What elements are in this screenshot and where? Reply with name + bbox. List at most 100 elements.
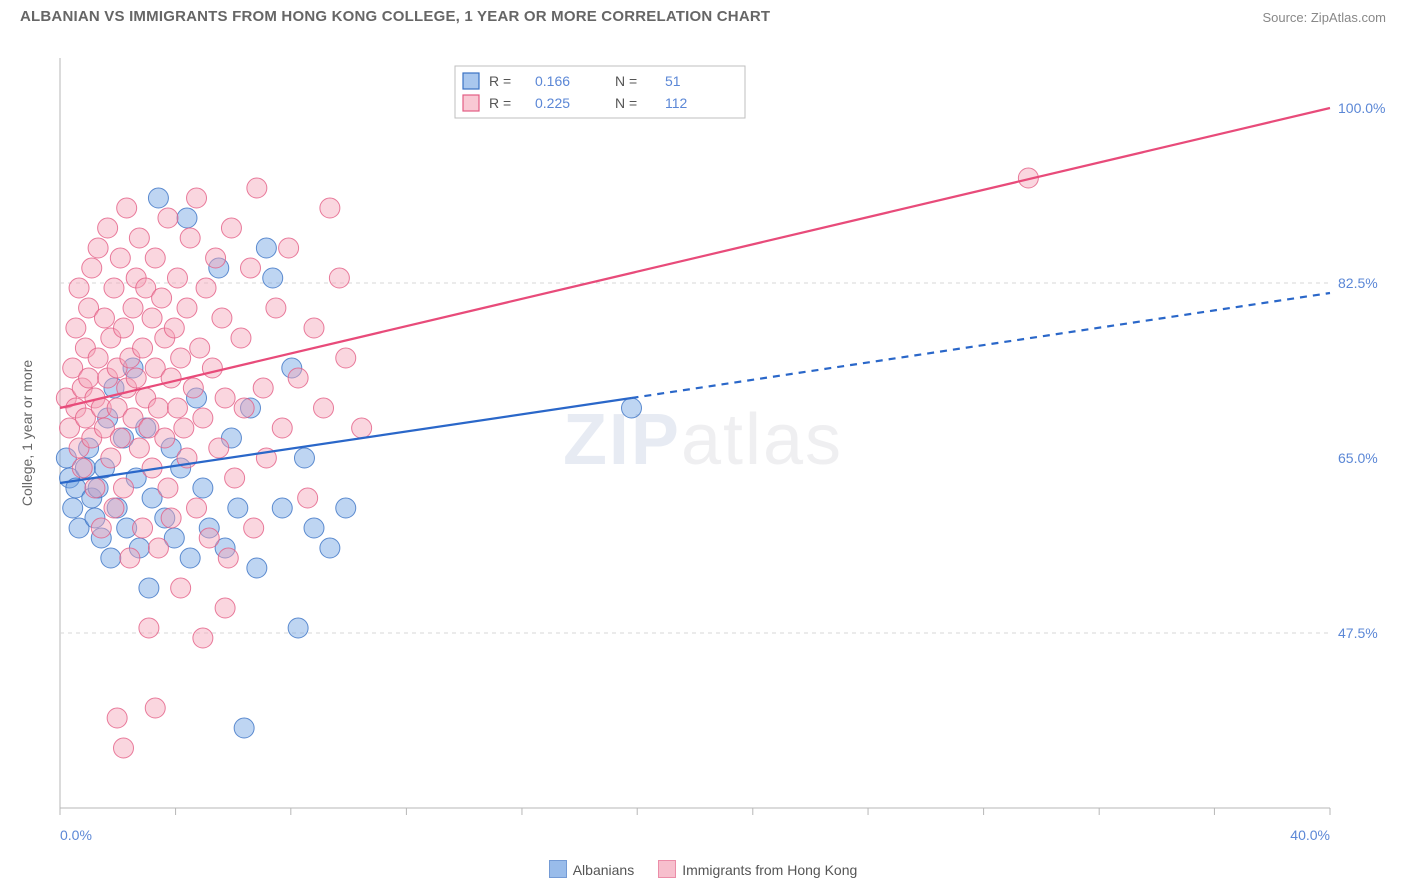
data-point <box>206 248 226 268</box>
legend-swatch <box>463 95 479 111</box>
data-point <box>294 448 314 468</box>
data-point <box>352 418 372 438</box>
data-point <box>221 218 241 238</box>
data-point <box>288 618 308 638</box>
data-point <box>107 708 127 728</box>
data-point <box>196 278 216 298</box>
x-tick-label: 0.0% <box>60 827 92 843</box>
data-point <box>139 578 159 598</box>
data-point <box>79 368 99 388</box>
data-point <box>279 238 299 258</box>
data-point <box>164 318 184 338</box>
data-point <box>148 188 168 208</box>
legend-r-label: R = <box>489 95 511 111</box>
data-point <box>336 498 356 518</box>
data-point <box>187 498 207 518</box>
y-tick-label: 47.5% <box>1338 625 1378 641</box>
data-point <box>218 548 238 568</box>
legend-item: Albanians <box>549 860 635 878</box>
data-point <box>247 558 267 578</box>
data-point <box>110 428 130 448</box>
trend-line-extrapolated <box>632 293 1331 398</box>
data-point <box>82 258 102 278</box>
data-point <box>336 348 356 368</box>
data-point <box>110 248 130 268</box>
data-point <box>129 228 149 248</box>
data-point <box>145 698 165 718</box>
data-point <box>114 738 134 758</box>
legend-swatch <box>463 73 479 89</box>
legend-n-label: N = <box>615 95 637 111</box>
data-point <box>129 438 149 458</box>
data-point <box>329 268 349 288</box>
legend-top: R =0.166N =51R =0.225N =112 <box>455 66 745 118</box>
data-point <box>85 478 105 498</box>
data-point <box>288 368 308 388</box>
data-point <box>148 398 168 418</box>
data-point <box>247 178 267 198</box>
data-point <box>161 368 181 388</box>
data-point <box>272 498 292 518</box>
data-point <box>101 548 121 568</box>
data-point <box>320 538 340 558</box>
data-point <box>142 308 162 328</box>
data-point <box>193 628 213 648</box>
chart-container: 100.0%82.5%65.0%47.5%0.0%40.0%College, 1… <box>0 38 1406 858</box>
data-point <box>320 198 340 218</box>
data-point <box>167 268 187 288</box>
y-tick-label: 65.0% <box>1338 450 1378 466</box>
data-point <box>253 378 273 398</box>
legend-n-value: 51 <box>665 73 681 89</box>
data-point <box>304 318 324 338</box>
data-point <box>167 398 187 418</box>
data-point <box>183 378 203 398</box>
data-point <box>263 268 283 288</box>
data-point <box>117 198 137 218</box>
data-point <box>91 518 111 538</box>
page-title: ALBANIAN VS IMMIGRANTS FROM HONG KONG CO… <box>20 8 770 25</box>
data-point <box>120 548 140 568</box>
data-point <box>152 288 172 308</box>
data-point <box>314 398 334 418</box>
legend-swatch <box>549 860 567 878</box>
data-point <box>231 328 251 348</box>
data-point <box>139 618 159 638</box>
data-point <box>123 298 143 318</box>
data-point <box>215 598 235 618</box>
data-point <box>304 518 324 538</box>
data-point <box>298 488 318 508</box>
data-point <box>177 208 197 228</box>
legend-r-label: R = <box>489 73 511 89</box>
data-point <box>69 278 89 298</box>
data-point <box>256 238 276 258</box>
data-point <box>104 278 124 298</box>
data-point <box>215 388 235 408</box>
legend-item: Immigrants from Hong Kong <box>658 860 857 878</box>
data-point <box>177 298 197 318</box>
data-point <box>622 398 642 418</box>
data-point <box>72 458 92 478</box>
series-immigrants-from-hong-kong <box>56 168 1038 758</box>
data-point <box>190 338 210 358</box>
data-point <box>180 228 200 248</box>
data-point <box>104 498 124 518</box>
legend-label: Immigrants from Hong Kong <box>682 862 857 878</box>
data-point <box>88 238 108 258</box>
legend-n-value: 112 <box>665 95 688 111</box>
data-point <box>180 548 200 568</box>
x-tick-label: 40.0% <box>1290 827 1330 843</box>
legend-r-value: 0.225 <box>535 95 570 111</box>
data-point <box>145 248 165 268</box>
correlation-scatter-chart: 100.0%82.5%65.0%47.5%0.0%40.0%College, 1… <box>0 38 1406 858</box>
legend-swatch <box>658 860 676 878</box>
data-point <box>212 308 232 328</box>
data-point <box>209 438 229 458</box>
data-point <box>266 298 286 318</box>
legend-bottom: Albanians Immigrants from Hong Kong <box>0 860 1406 878</box>
y-axis-label: College, 1 year or more <box>19 360 35 507</box>
data-point <box>202 358 222 378</box>
data-point <box>133 518 153 538</box>
data-point <box>133 338 153 358</box>
data-point <box>114 478 134 498</box>
data-point <box>244 518 264 538</box>
